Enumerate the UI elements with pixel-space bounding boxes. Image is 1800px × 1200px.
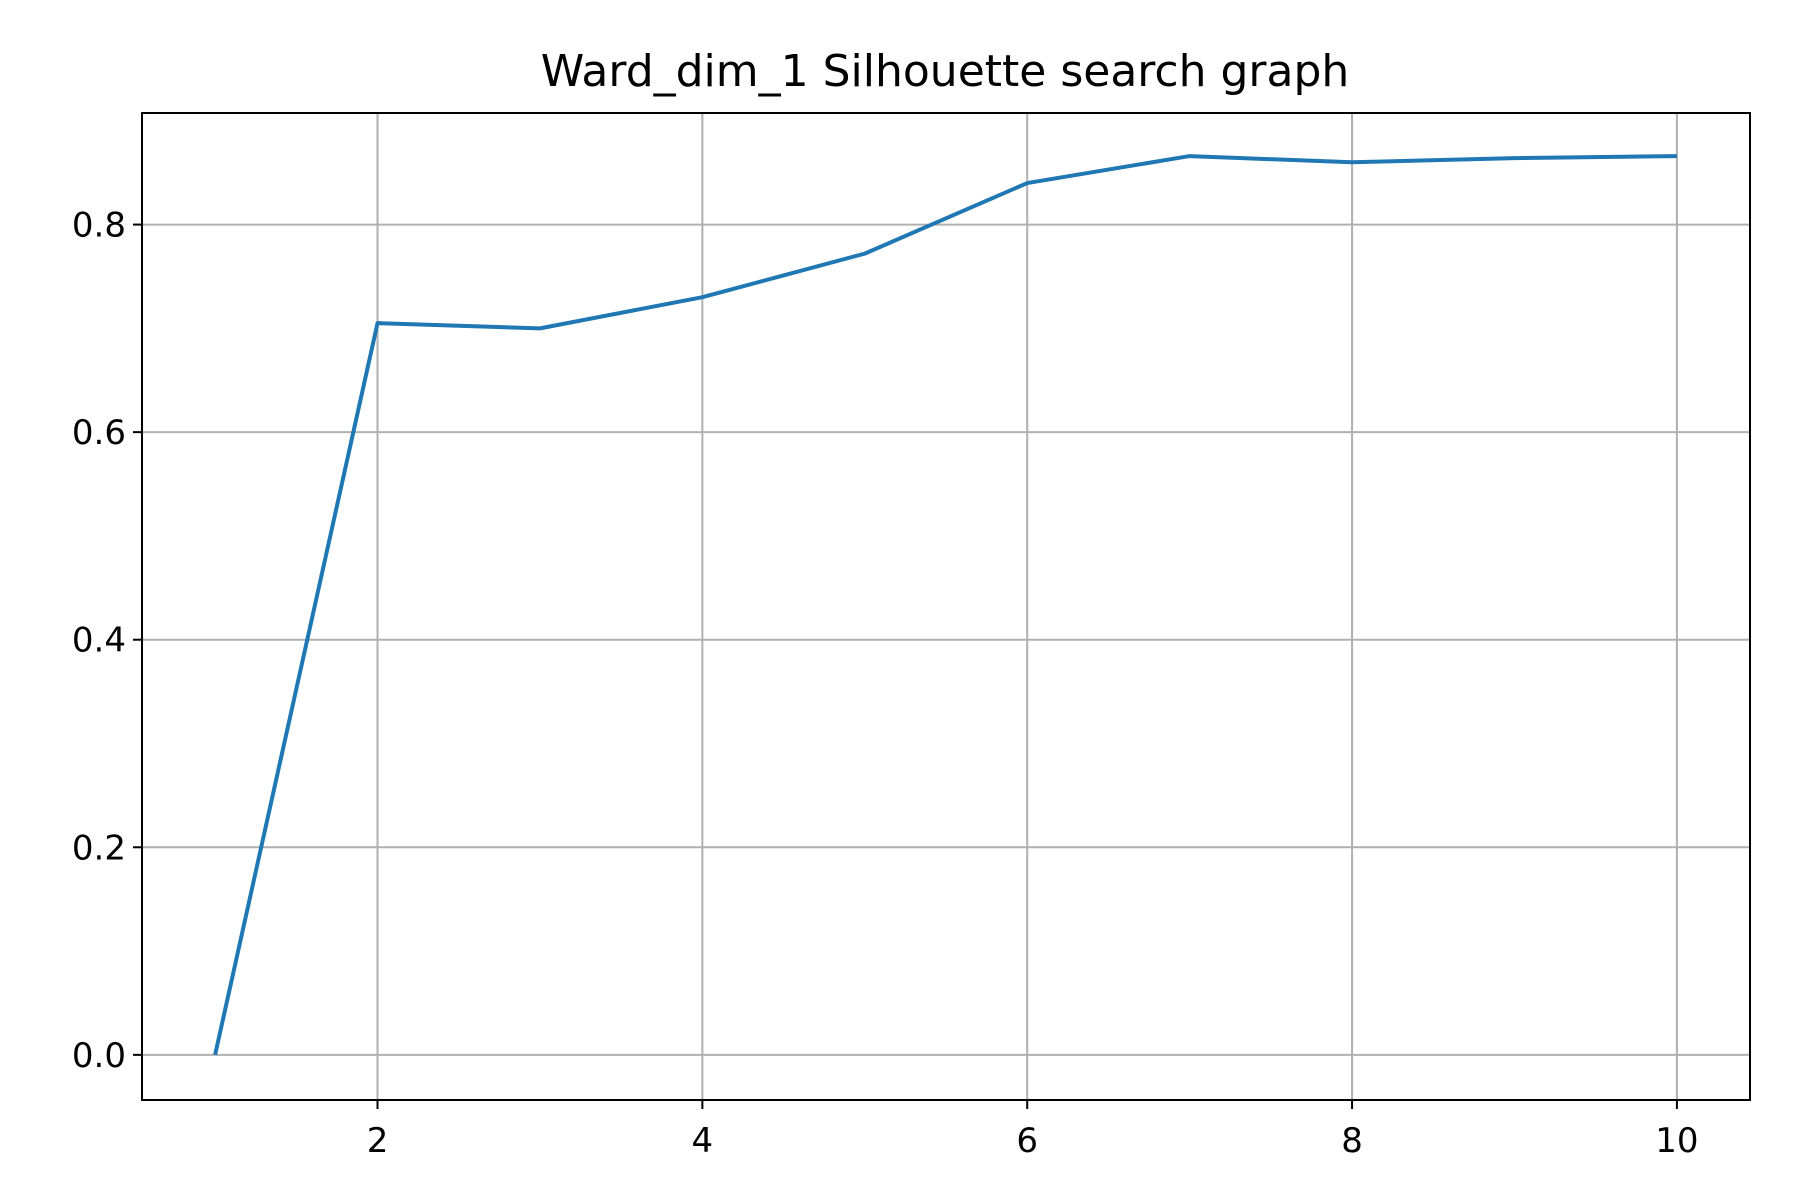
y-tick-label: 0.2 [72, 828, 126, 868]
y-tick-label: 0.4 [72, 621, 126, 661]
tick-layer: 2 4 6 8 10 0.0 0.2 0.4 0.6 0.8 [72, 206, 1699, 1161]
y-tick-label: 0.8 [72, 206, 126, 246]
y-tick-label: 0.6 [72, 413, 126, 453]
axes-frame [141, 112, 1751, 1101]
series-layer [213, 154, 1677, 1056]
x-tick-label: 4 [692, 1121, 714, 1161]
x-tick-label: 2 [367, 1121, 389, 1161]
chart-title: Ward_dim_1 Silhouette search graph [541, 46, 1350, 97]
series-line [213, 154, 1677, 1056]
grid-layer [142, 113, 1750, 1100]
x-tick-label: 10 [1655, 1121, 1698, 1161]
x-tick-label: 6 [1016, 1121, 1038, 1161]
x-tick-label: 8 [1341, 1121, 1363, 1161]
y-tick-label: 0.0 [72, 1036, 126, 1076]
